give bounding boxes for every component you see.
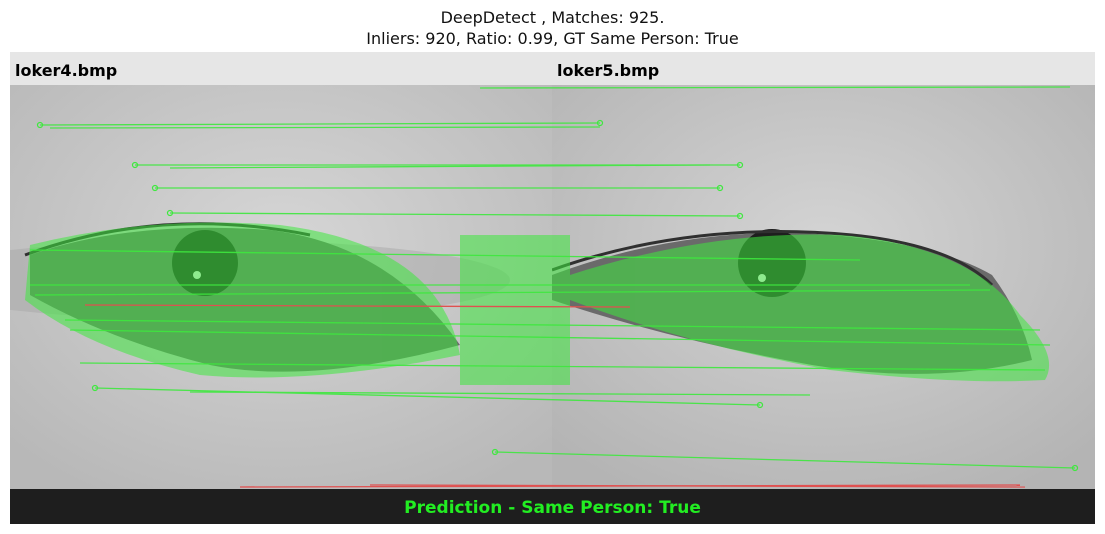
prediction-text: Prediction - Same Person: True [404, 498, 701, 518]
plot-title: DeepDetect , Matches: 925. Inliers: 920,… [0, 7, 1105, 49]
match-visualization: loker4.bmp loker5.bmp [10, 52, 1095, 524]
right-image-label: loker5.bmp [557, 61, 660, 80]
prediction-bar: Prediction - Same Person: True [10, 489, 1095, 524]
image-header: loker4.bmp loker5.bmp [10, 52, 1095, 85]
title-line-1: DeepDetect , Matches: 925. [440, 8, 665, 27]
match-lines-overlay [25, 86, 1079, 488]
left-image-label: loker4.bmp [15, 61, 118, 80]
title-line-2: Inliers: 920, Ratio: 0.99, GT Same Perso… [366, 29, 739, 48]
